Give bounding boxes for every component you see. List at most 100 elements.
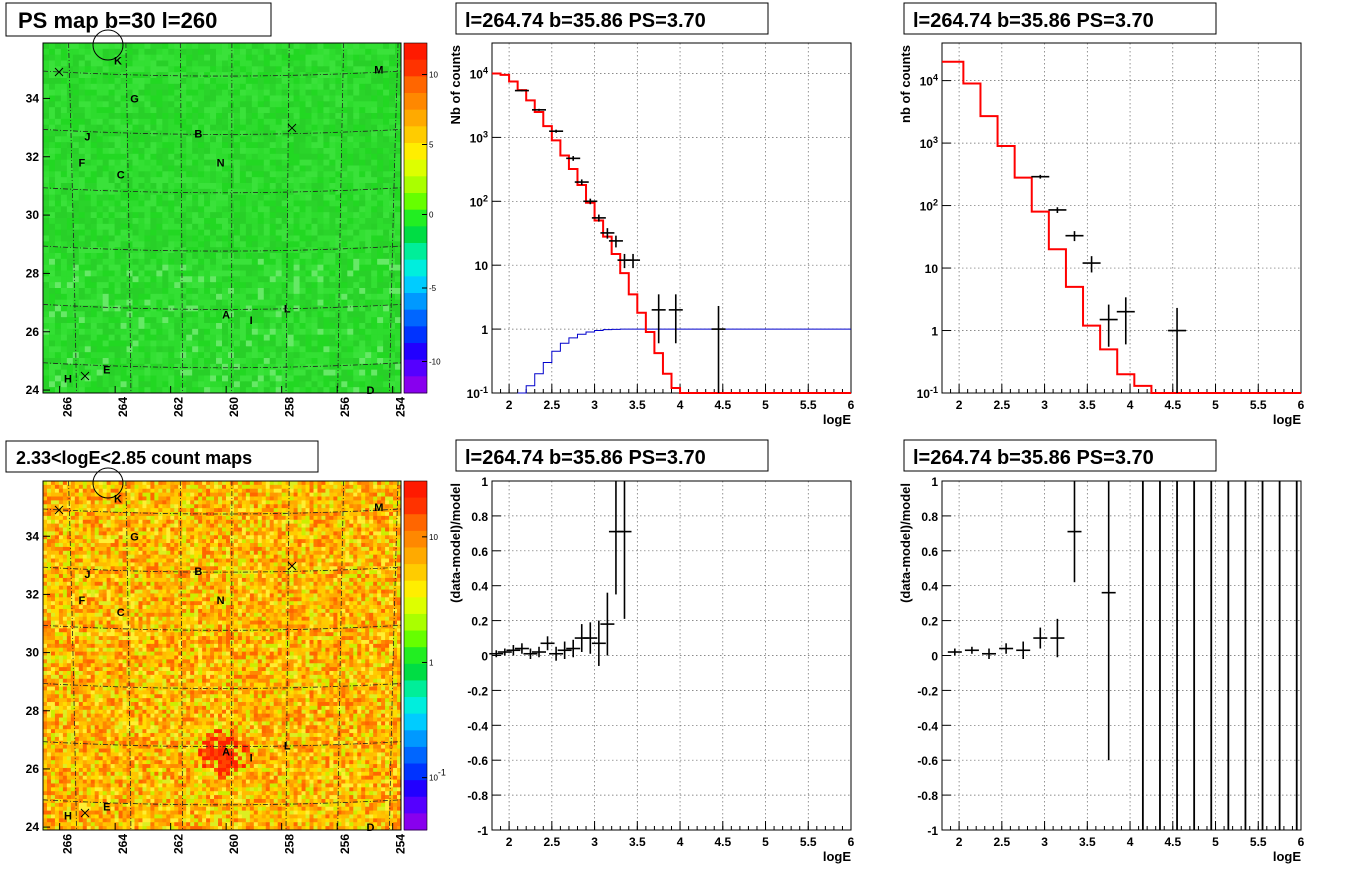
heatmap-cell xyxy=(371,346,377,352)
heatmap-cell xyxy=(198,96,204,102)
heatmap-cell xyxy=(210,323,216,329)
heatmap-cell xyxy=(150,177,156,183)
heatmap-cell xyxy=(353,166,359,172)
heatmap-cell xyxy=(210,183,216,189)
heatmap-cell xyxy=(242,528,246,532)
heatmap-cell xyxy=(210,66,216,72)
source-label-i: I xyxy=(250,315,253,327)
heatmap-cell xyxy=(51,524,55,528)
heatmap-cell xyxy=(317,43,323,49)
heatmap-cell xyxy=(282,358,288,364)
heatmap-cell xyxy=(168,241,174,247)
heatmap-cell xyxy=(91,55,97,61)
heatmap-cell xyxy=(258,508,262,512)
heatmap-cell xyxy=(347,148,353,154)
heatmap-cell xyxy=(359,236,365,242)
heatmap-cell xyxy=(323,125,329,131)
heatmap-cell xyxy=(103,148,109,154)
heatmap-cell xyxy=(186,282,192,288)
heatmap-cell xyxy=(180,72,186,78)
heatmap-cell xyxy=(146,493,150,497)
heatmap-cell xyxy=(383,376,389,382)
heatmap-cell xyxy=(242,516,246,520)
heatmap-cell xyxy=(49,166,55,172)
heatmap-cell xyxy=(186,300,192,306)
heatmap-cell xyxy=(371,136,377,142)
heatmap-cell xyxy=(198,271,204,277)
heatmap-cell xyxy=(395,259,401,265)
heatmap-cell xyxy=(97,177,103,183)
heatmap-cell xyxy=(371,376,377,382)
heatmap-cell xyxy=(258,493,262,497)
heatmap-cell xyxy=(323,230,329,236)
heatmap-cell xyxy=(204,55,210,61)
heatmap-cell xyxy=(341,195,347,201)
heatmap-cell xyxy=(144,49,150,55)
heatmap-cell xyxy=(97,294,103,300)
heatmap-cell xyxy=(180,376,186,382)
heatmap-cell xyxy=(150,335,156,341)
heatmap-cell xyxy=(306,271,312,277)
heatmap-cell xyxy=(109,189,115,195)
heatmap-cell xyxy=(111,535,115,539)
heatmap-cell xyxy=(365,508,369,512)
heatmap-cell xyxy=(79,504,83,508)
heatmap-cell xyxy=(67,142,73,148)
heatmap-cell xyxy=(353,288,359,294)
heatmap-cell xyxy=(55,90,61,96)
heatmap-cell xyxy=(234,142,240,148)
heatmap-cell xyxy=(115,370,121,376)
heatmap-cell xyxy=(49,317,55,323)
heatmap-cell xyxy=(138,358,144,364)
heatmap-cell xyxy=(323,49,329,55)
heatmap-cell xyxy=(127,253,133,259)
heatmap-cell xyxy=(99,485,103,489)
heatmap-cell xyxy=(288,177,294,183)
heatmap-cell xyxy=(154,481,158,485)
heatmap-cell xyxy=(55,317,61,323)
heatmap-cell xyxy=(389,508,393,512)
heatmap-cell xyxy=(121,224,127,230)
heatmap-cell xyxy=(79,148,85,154)
heatmap-cell xyxy=(282,485,286,489)
heatmap-cell xyxy=(282,329,288,335)
heatmap-cell xyxy=(43,352,49,358)
heatmap-cell xyxy=(258,489,262,493)
heatmap-cell xyxy=(353,96,359,102)
heatmap-cell xyxy=(306,224,312,230)
heatmap-cell xyxy=(294,148,300,154)
heatmap-cell xyxy=(278,481,282,485)
heatmap-cell xyxy=(206,516,210,520)
heatmap-cell xyxy=(73,101,79,107)
heatmap-cell xyxy=(276,358,282,364)
heatmap-cell xyxy=(198,119,204,125)
heatmap-cell xyxy=(252,131,258,137)
heatmap-cell xyxy=(383,364,389,370)
heatmap-cell xyxy=(329,241,335,247)
heatmap-cell xyxy=(49,107,55,113)
heatmap-cell xyxy=(306,195,312,201)
heatmap-cell xyxy=(146,489,150,493)
heatmap-cell xyxy=(186,247,192,253)
heatmap-cell xyxy=(103,512,107,516)
heatmap-cell xyxy=(222,195,228,201)
heatmap-cell xyxy=(278,497,282,501)
heatmap-cell xyxy=(258,311,264,317)
heatmap-cell xyxy=(121,113,127,119)
heatmap-cell xyxy=(306,370,312,376)
heatmap-cell xyxy=(222,84,228,90)
heatmap-cell xyxy=(156,282,162,288)
heatmap-cell xyxy=(67,72,73,78)
heatmap-cell xyxy=(264,49,270,55)
heatmap-cell xyxy=(73,288,79,294)
heatmap-cell xyxy=(218,516,222,520)
heatmap-cell xyxy=(270,177,276,183)
heatmap-cell xyxy=(67,364,73,370)
heatmap-cell xyxy=(329,160,335,166)
heatmap-cell xyxy=(395,387,401,393)
heatmap-cell xyxy=(300,166,306,172)
heatmap-cell xyxy=(323,212,329,218)
heatmap-cell xyxy=(282,183,288,189)
heatmap-cell xyxy=(359,78,365,84)
heatmap-cell xyxy=(312,253,318,259)
